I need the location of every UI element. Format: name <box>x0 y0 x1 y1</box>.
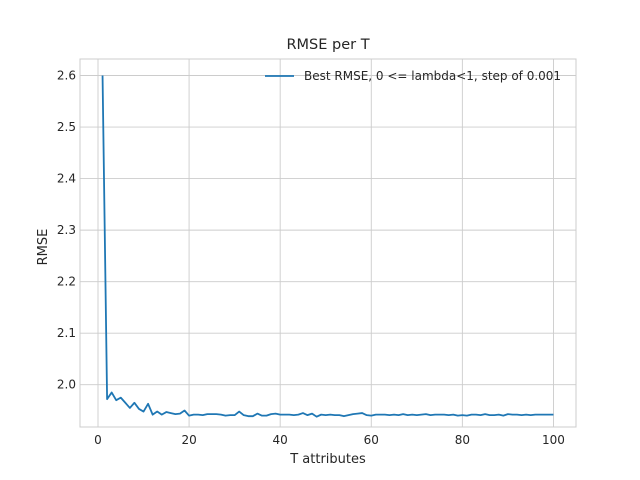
x-tick-label: 40 <box>273 433 288 447</box>
y-tick-label: 2.0 <box>57 378 76 392</box>
y-tick-label: 2.5 <box>57 120 76 134</box>
legend: Best RMSE, 0 <= lambda<1, step of 0.001 <box>265 69 561 83</box>
plot-area <box>101 75 554 418</box>
legend-label: Best RMSE, 0 <= lambda<1, step of 0.001 <box>304 69 561 83</box>
x-tick-label: 20 <box>181 433 196 447</box>
chart-title: RMSE per T <box>286 37 369 53</box>
x-tick-label: 0 <box>94 433 102 447</box>
x-axis-ticks: 0 20 40 60 80 100 <box>94 433 565 447</box>
grid-lines <box>80 59 576 427</box>
series-line-0 <box>101 75 554 418</box>
y-tick-label: 2.1 <box>57 326 76 340</box>
y-tick-label: 2.3 <box>57 223 76 237</box>
x-tick-label: 60 <box>364 433 379 447</box>
x-axis-label: T attributes <box>289 452 366 467</box>
y-tick-label: 2.2 <box>57 275 76 289</box>
axes-frame <box>79 58 577 428</box>
y-tick-label: 2.4 <box>57 172 76 186</box>
y-axis-ticks: 2.0 2.1 2.2 2.3 2.4 2.5 2.6 <box>57 68 76 391</box>
y-axis-label: RMSE <box>36 229 51 266</box>
x-tick-label: 80 <box>455 433 470 447</box>
x-tick-label: 100 <box>542 433 565 447</box>
y-tick-label: 2.6 <box>57 68 76 82</box>
